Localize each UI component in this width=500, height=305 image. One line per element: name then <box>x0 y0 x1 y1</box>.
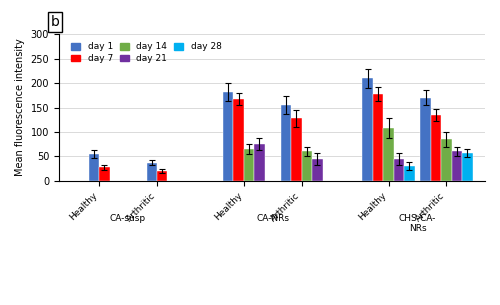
Bar <box>362 78 373 181</box>
Bar <box>373 94 384 181</box>
Text: CA-NRs: CA-NRs <box>256 214 290 223</box>
Text: CA-susp: CA-susp <box>110 214 146 223</box>
Bar <box>223 92 234 181</box>
Bar <box>384 128 394 181</box>
Bar <box>146 163 157 181</box>
Bar <box>88 154 99 181</box>
Text: b: b <box>50 15 59 29</box>
Bar <box>234 99 244 181</box>
Bar <box>420 98 430 181</box>
Legend: day 1, day 7, day 14, day 21, day 28: day 1, day 7, day 14, day 21, day 28 <box>68 39 225 67</box>
Bar <box>281 105 291 181</box>
Bar <box>291 118 302 181</box>
Bar <box>312 159 322 181</box>
Bar <box>394 159 404 181</box>
Y-axis label: Mean fluorescence intensity: Mean fluorescence intensity <box>15 39 25 176</box>
Text: CHS-CA-
NRs: CHS-CA- NRs <box>399 214 436 233</box>
Bar <box>452 152 462 181</box>
Bar <box>404 166 414 181</box>
Bar <box>302 152 312 181</box>
Bar <box>462 153 472 181</box>
Bar <box>254 144 264 181</box>
Bar <box>99 167 110 181</box>
Bar <box>244 149 254 181</box>
Bar <box>430 115 441 181</box>
Bar <box>441 139 452 181</box>
Bar <box>157 171 168 181</box>
